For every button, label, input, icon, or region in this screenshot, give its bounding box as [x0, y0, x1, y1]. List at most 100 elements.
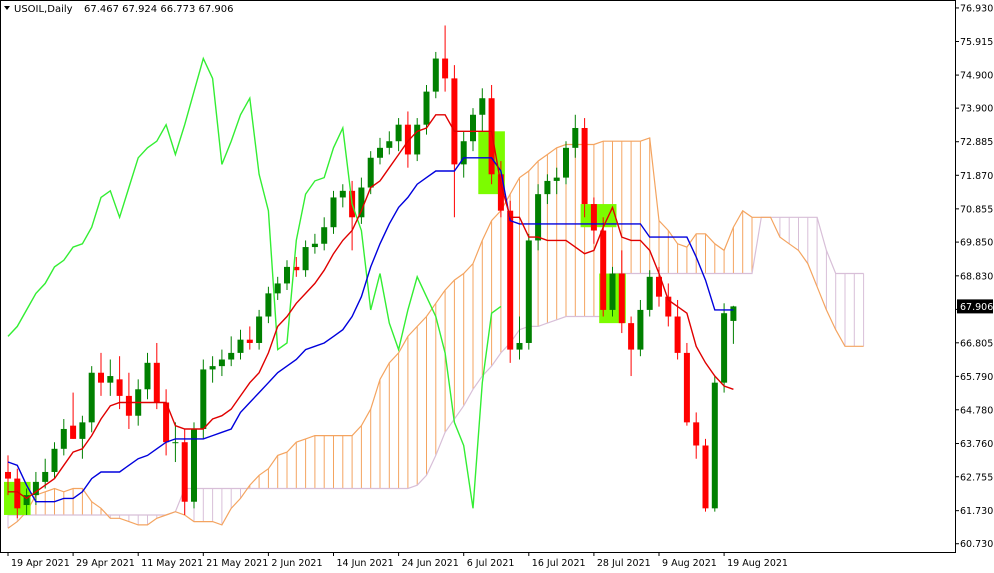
- y-tick-label: 65.790: [960, 372, 993, 383]
- candle: [479, 88, 486, 132]
- candle: [339, 184, 346, 208]
- kijun-sen-line: [7, 157, 734, 503]
- candle: [460, 131, 467, 178]
- candle-body: [488, 98, 495, 175]
- senkou-span-a-line: [7, 137, 864, 529]
- candle-body: [51, 448, 58, 472]
- candle: [51, 442, 58, 479]
- candles: [5, 25, 737, 519]
- y-tick-label: 74.900: [960, 71, 993, 82]
- candle: [553, 167, 560, 195]
- candle-body: [563, 147, 569, 178]
- candle-body: [116, 379, 123, 396]
- y-tick-label: 66.805: [960, 338, 993, 349]
- candle: [395, 118, 402, 152]
- candle-body: [497, 174, 504, 211]
- candle-body: [228, 352, 235, 360]
- candle-body: [246, 339, 253, 343]
- candle-body: [70, 425, 77, 439]
- candle-body: [423, 91, 430, 125]
- candle-body: [23, 495, 30, 506]
- candle: [693, 412, 700, 459]
- senkou-span-b-line: [8, 216, 864, 516]
- candle-body: [339, 190, 346, 198]
- candle: [42, 458, 49, 489]
- candle: [284, 260, 290, 291]
- candle: [218, 349, 225, 377]
- candle-body: [200, 369, 207, 429]
- candle: [721, 303, 728, 393]
- candle-body: [181, 442, 188, 502]
- current-price-marker: 67.906: [957, 299, 993, 314]
- candle: [628, 316, 635, 377]
- candle: [600, 217, 607, 317]
- candle: [163, 389, 170, 456]
- x-tick-label: 29 Apr 2021: [76, 558, 135, 569]
- candle-body: [237, 339, 244, 353]
- candle: [702, 438, 709, 512]
- candle: [358, 177, 365, 224]
- x-tick-label: 24 Jun 2021: [402, 558, 459, 569]
- candle-body: [377, 147, 383, 158]
- candle-body: [5, 471, 11, 479]
- candle: [544, 174, 551, 205]
- tenkan-sen-line: [8, 114, 734, 500]
- candle: [144, 352, 151, 400]
- candle-body: [460, 141, 467, 165]
- candle-body: [544, 180, 551, 195]
- y-tick-label: 61.730: [960, 506, 993, 517]
- candle: [563, 141, 569, 185]
- time-axis: 19 Apr 2021 29 Apr 2021 11 May 2021 21 May …: [7, 552, 788, 569]
- y-tick-label: 73.900: [960, 104, 993, 115]
- candle-body: [330, 197, 337, 228]
- candle-body: [665, 296, 672, 317]
- candle-body: [395, 124, 402, 142]
- current-price-label: 67.906: [960, 302, 993, 313]
- triangle-down-icon[interactable]: [4, 6, 10, 10]
- candle-body: [293, 266, 300, 271]
- candle-body: [674, 316, 681, 353]
- candle-body: [107, 376, 114, 383]
- candle: [23, 488, 30, 515]
- candle: [423, 84, 430, 135]
- candle: [265, 286, 272, 324]
- price-axis: 76.930 75.915 74.900 73.900 72.885 71.870 70.8…: [955, 3, 993, 550]
- candle: [293, 256, 300, 277]
- candle: [14, 468, 21, 519]
- candle: [674, 299, 681, 360]
- candle-body: [265, 293, 272, 317]
- candle: [79, 415, 86, 459]
- candle-body: [14, 478, 21, 509]
- candle: [321, 217, 328, 251]
- y-tick-label: 71.870: [960, 171, 993, 182]
- candle: [572, 114, 579, 158]
- candle: [646, 270, 653, 317]
- candle: [665, 283, 672, 327]
- candle-body: [535, 194, 542, 241]
- candle-body: [98, 372, 104, 383]
- candle: [516, 316, 523, 360]
- candle: [311, 233, 318, 254]
- candle-body: [479, 98, 486, 115]
- x-tick-label: 21 May 2021: [206, 558, 268, 569]
- x-tick-label: 19 Apr 2021: [11, 558, 70, 569]
- candle-body: [153, 362, 160, 403]
- candle-body: [321, 227, 328, 244]
- candle-body: [609, 273, 616, 310]
- candle: [88, 366, 95, 433]
- candle: [228, 336, 235, 367]
- candle-body: [600, 230, 607, 310]
- candle-body: [721, 313, 728, 383]
- candle-body: [302, 247, 309, 271]
- candle-body: [163, 402, 170, 443]
- candle-body: [646, 276, 653, 310]
- candle: [432, 51, 439, 99]
- candle: [200, 359, 207, 439]
- candle: [302, 240, 309, 277]
- candle: [414, 118, 421, 162]
- candle: [609, 266, 616, 317]
- x-tick-label: 2 Jun 2021: [271, 558, 322, 569]
